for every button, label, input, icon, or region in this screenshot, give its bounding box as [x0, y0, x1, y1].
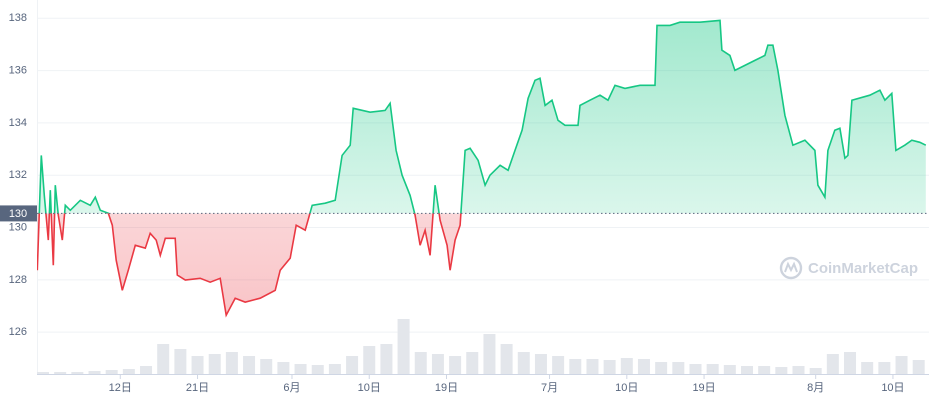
volume-bar	[534, 354, 547, 374]
volume-bar	[54, 372, 67, 374]
y-tick-label: 128	[9, 274, 27, 286]
y-tick-label: 130	[9, 221, 27, 233]
volume-bar	[861, 362, 874, 374]
x-tick-label: 12日	[109, 382, 132, 394]
volume-bar	[277, 362, 290, 374]
x-tick-label: 8月	[807, 382, 824, 394]
volume-bar	[157, 344, 170, 374]
volume-bar	[552, 356, 565, 374]
volume-bar	[844, 352, 857, 374]
volume-bar	[260, 359, 273, 374]
volume-bar	[140, 366, 153, 374]
volume-bar	[466, 352, 479, 374]
baseline-label-box	[0, 205, 37, 222]
volume-bar	[740, 366, 753, 374]
volume-bar	[346, 356, 359, 374]
x-tick-label: 7月	[541, 382, 558, 394]
y-tick-label: 132	[9, 169, 27, 181]
x-tick-label: 10日	[881, 382, 904, 394]
volume-bar	[775, 367, 788, 374]
volume-bar	[826, 354, 839, 374]
volume-bar	[122, 369, 135, 374]
volume-bar	[449, 356, 462, 374]
volume-bar	[500, 344, 513, 374]
volume-bar	[706, 364, 719, 374]
y-tick-label: 126	[9, 326, 27, 338]
x-tick-label: 19日	[435, 382, 458, 394]
watermark: CoinMarketCap	[779, 256, 918, 280]
price-line-up	[38, 19, 927, 214]
x-tick-label: 19日	[692, 382, 715, 394]
volume-bar	[311, 365, 324, 374]
volume-bar	[723, 365, 736, 374]
volume-bar	[672, 362, 685, 374]
volume-bar	[637, 359, 650, 374]
volume-bar	[363, 346, 376, 374]
volume-bar	[912, 360, 925, 374]
volume-bar	[655, 362, 668, 374]
volume-bar	[243, 356, 256, 374]
label-layer: 126 128 130 132 134 136 138 12日 21日 6月 10日 19日 7月 10日…	[0, 12, 929, 394]
volume-bar	[105, 370, 118, 374]
volume-bar	[208, 354, 221, 374]
volume-bar	[792, 366, 805, 374]
baseline-label: 130	[9, 208, 27, 220]
volume-bar	[380, 344, 393, 374]
volume-bar	[88, 371, 101, 374]
volume-bar	[225, 352, 238, 374]
volume-bar	[294, 364, 307, 374]
price-line-down	[37, 213, 462, 318]
volume-bar	[483, 334, 496, 374]
volume-bar	[191, 356, 204, 374]
watermark-logo-wave	[784, 261, 798, 273]
volume-bar	[569, 359, 582, 374]
volume-bar	[586, 359, 599, 374]
x-tick-label: 10日	[358, 382, 381, 394]
area-up	[37, 20, 926, 214]
volume-bar	[878, 362, 891, 374]
volume-bar	[809, 368, 822, 374]
area-layer	[37, 20, 926, 316]
area-down	[37, 213, 461, 316]
volume-bar	[603, 360, 616, 374]
x-tick-label: 21日	[186, 382, 209, 394]
volume-bar	[71, 372, 84, 374]
volume-bar	[37, 372, 50, 374]
volume-bar	[397, 319, 410, 374]
y-tick-label: 134	[9, 117, 27, 129]
volume-bar	[414, 352, 427, 374]
volume-bar	[758, 366, 771, 374]
x-tick-label: 6月	[283, 382, 300, 394]
x-tick-label: 10日	[615, 382, 638, 394]
volume-bar	[174, 349, 187, 374]
volume-layer	[37, 319, 925, 374]
volume-bar	[895, 356, 908, 374]
volume-bar	[517, 352, 530, 374]
y-tick-label: 136	[9, 65, 27, 77]
watermark-text: CoinMarketCap	[808, 260, 918, 277]
volume-bar	[620, 358, 633, 374]
y-tick-label: 138	[9, 12, 27, 24]
volume-bar	[431, 354, 444, 374]
volume-bar	[689, 364, 702, 374]
volume-bar	[328, 364, 341, 374]
watermark-logo	[779, 256, 803, 280]
line-layer	[37, 19, 927, 318]
